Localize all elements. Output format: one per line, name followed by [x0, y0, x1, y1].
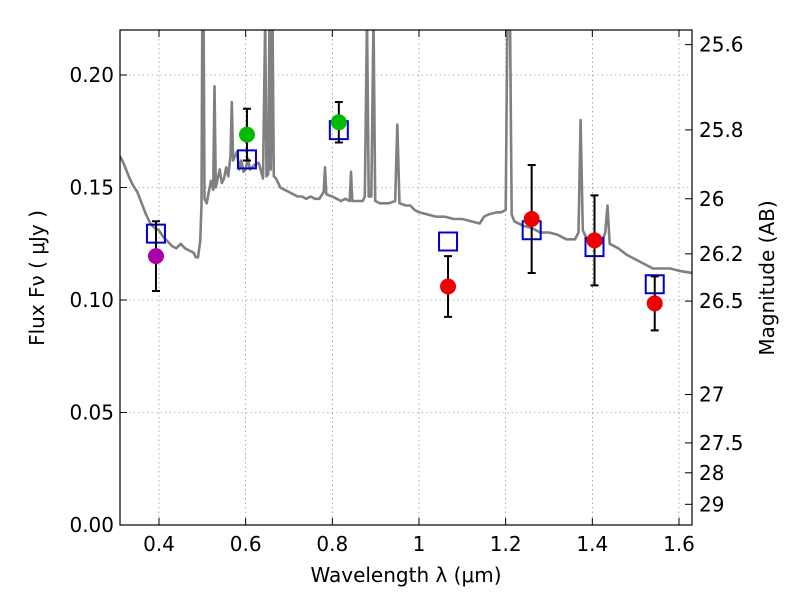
observed-data-point — [586, 232, 603, 249]
spectrum-layer — [120, 30, 692, 275]
plot-frame — [119, 29, 693, 526]
right-tick-label: 25.8 — [699, 118, 744, 142]
marker-layer — [145, 101, 665, 332]
y-tick-label: 0.15 — [69, 176, 114, 200]
plot-background — [120, 30, 692, 525]
x-tick-label: 0.6 — [230, 532, 262, 556]
observed-data-point — [646, 295, 663, 312]
ticks: 0.4 0.6 0.8 1 1.2 1.4 1.6 0.00 0.05 0.10 0.15 0.20 2… — [69, 30, 744, 556]
x-tick-label: 0.4 — [143, 532, 175, 556]
x-tick-label: 0.8 — [316, 532, 348, 556]
y-tick-label: 0.10 — [69, 288, 114, 312]
observed-data-point — [238, 126, 255, 143]
y-right-axis-label: Magnitude (AB) — [755, 200, 779, 355]
y-tick-label: 0.20 — [69, 63, 114, 87]
y-tick-label: 0.00 — [69, 513, 114, 537]
right-tick-label: 26.2 — [699, 242, 744, 266]
right-tick-label: 26.5 — [699, 289, 744, 313]
right-tick-label: 27.5 — [699, 431, 744, 455]
model-photometry-square — [438, 231, 459, 252]
model-spectrum-line — [120, 30, 692, 275]
y-tick-label: 0.05 — [69, 401, 114, 425]
x-tick-label: 1.6 — [663, 532, 695, 556]
observed-data-point — [330, 114, 347, 131]
x-axis-label: Wavelength λ (μm) — [310, 563, 501, 587]
x-tick-label: 1.2 — [490, 532, 522, 556]
right-tick-label: 28 — [699, 461, 724, 485]
observed-data-point — [147, 248, 164, 265]
x-tick-label: 1.4 — [576, 532, 608, 556]
x-tick-label: 1 — [413, 532, 426, 556]
right-tick-label: 29 — [699, 492, 724, 516]
y-axis-label: Flux Fν ( μJy ) — [25, 210, 49, 346]
right-tick-label: 27 — [699, 383, 724, 407]
observed-data-point — [440, 278, 457, 295]
right-tick-label: 25.6 — [699, 33, 744, 57]
observed-data-point — [523, 211, 540, 227]
right-tick-label: 26 — [699, 187, 724, 211]
